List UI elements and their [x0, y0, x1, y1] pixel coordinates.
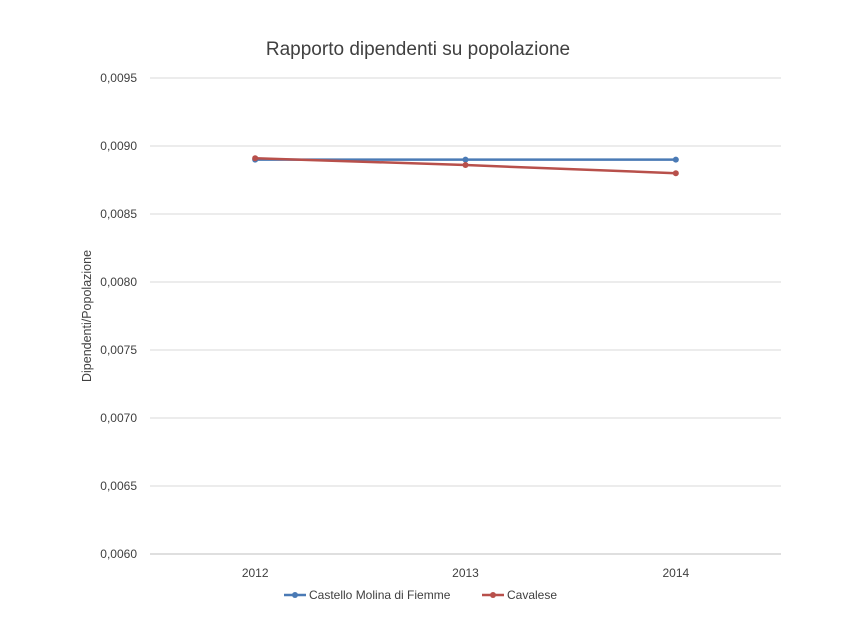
x-tick-label: 2012 — [242, 566, 269, 580]
y-tick-label: 0,0065 — [100, 479, 137, 493]
y-tick-label: 0,0085 — [100, 207, 137, 221]
data-point — [672, 170, 679, 177]
y-tick-label: 0,0095 — [100, 71, 137, 85]
data-point — [672, 156, 679, 163]
legend-marker — [490, 592, 496, 598]
y-tick-label: 0,0060 — [100, 547, 137, 561]
legend: Castello Molina di Fiemme Cavalese — [284, 588, 557, 602]
y-tick-label: 0,0070 — [100, 411, 137, 425]
data-point — [462, 162, 469, 169]
y-tick-label: 0,0075 — [100, 343, 137, 357]
x-tick-labels: 2012 2013 2014 — [242, 566, 690, 580]
gridlines — [150, 77, 781, 555]
y-tick-label: 0,0090 — [100, 139, 137, 153]
y-tick-label: 0,0080 — [100, 275, 137, 289]
x-tick-label: 2014 — [662, 566, 689, 580]
legend-marker — [292, 592, 298, 598]
chart-title: Rapporto dipendenti su popolazione — [266, 39, 570, 60]
series-group — [252, 155, 679, 177]
legend-label: Cavalese — [507, 588, 557, 602]
legend-label: Castello Molina di Fiemme — [309, 588, 451, 602]
data-point — [252, 155, 259, 162]
data-point — [462, 156, 469, 163]
x-tick-label: 2013 — [452, 566, 479, 580]
y-axis-title: Dipendenti/Popolazione — [80, 250, 94, 382]
y-tick-labels: 0,0060 0,0065 0,0070 0,0075 0,0080 0,0085 0,00… — [100, 71, 137, 561]
